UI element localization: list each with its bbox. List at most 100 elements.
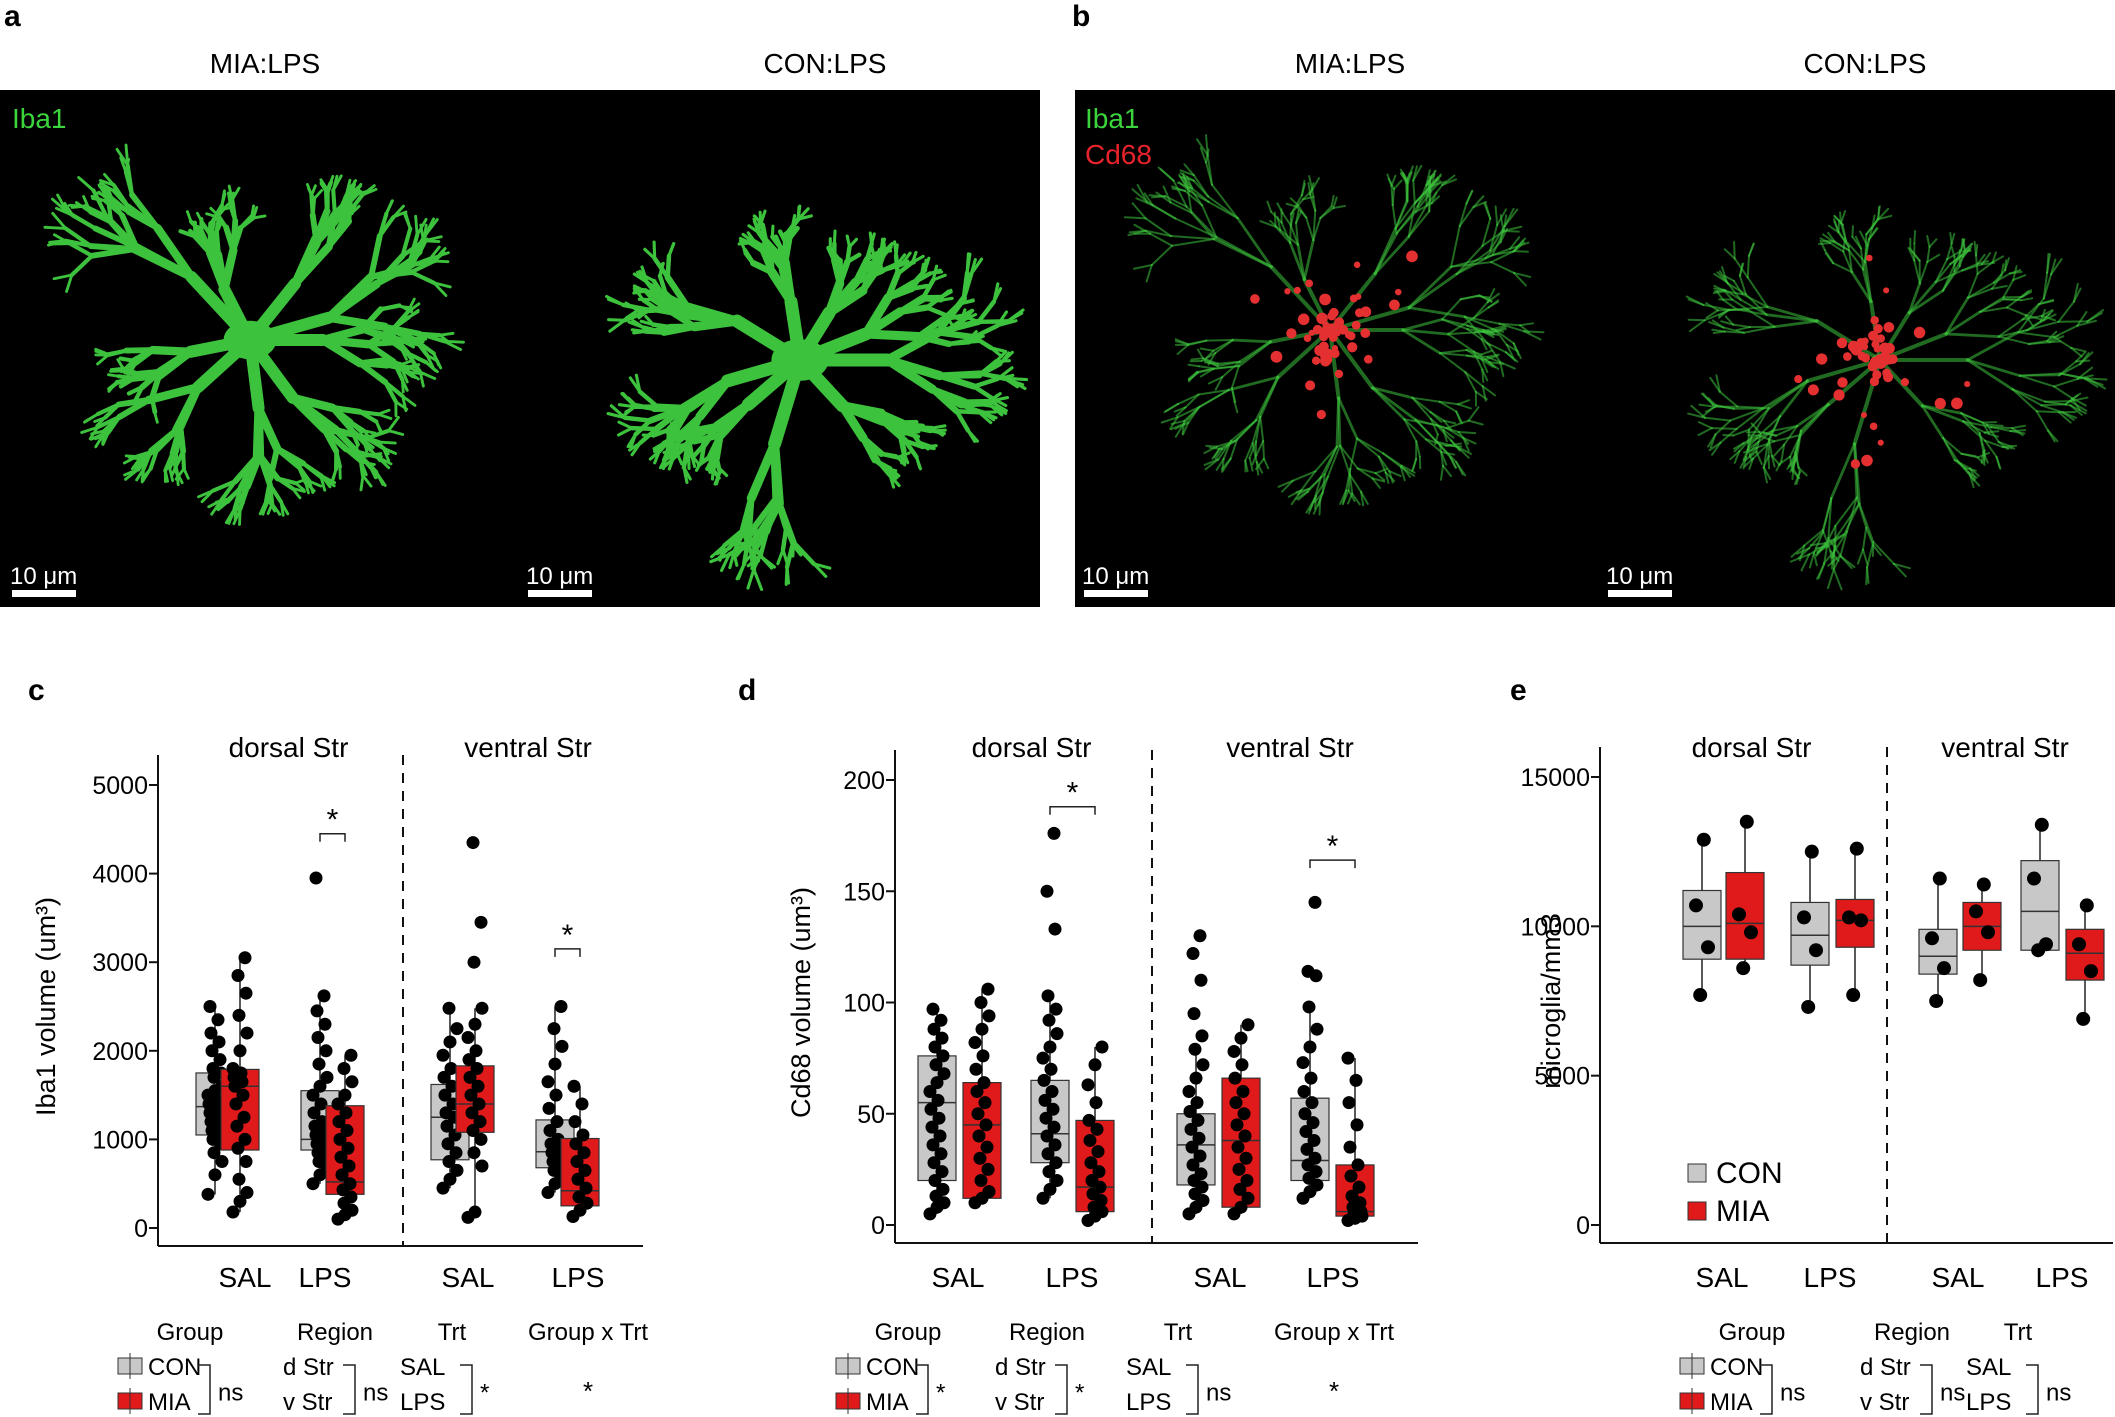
microglia-process	[1255, 440, 1265, 457]
microglia-process	[364, 454, 383, 458]
data-point	[465, 1106, 479, 1120]
microglia-process	[387, 429, 405, 436]
data-point	[1299, 1125, 1313, 1139]
stats-bracket	[916, 1364, 929, 1415]
microglia-process	[359, 460, 376, 467]
chart-d-stats-table: Group CON MIA * Region d Str v Str * Trt SAL LPS ns…	[835, 1319, 1394, 1416]
microglia-process	[106, 348, 129, 358]
microglia-process	[2050, 258, 2057, 276]
data-point	[436, 1181, 450, 1195]
data-point	[1304, 1071, 1318, 1085]
data-point	[238, 1132, 252, 1146]
data-point	[549, 1088, 563, 1102]
microglia-process	[1190, 357, 1204, 361]
panel-b-left-scale-bar	[1084, 590, 1148, 597]
microglia-process	[418, 370, 437, 381]
microglia-process	[1438, 352, 1467, 374]
microglia-process	[1799, 403, 1830, 437]
microglia-process	[1481, 385, 1496, 397]
microglia-process	[80, 425, 99, 434]
microglia-process	[1395, 210, 1417, 235]
microglia-process	[1907, 281, 1922, 315]
data-point	[342, 1159, 356, 1173]
stats-result: *	[1075, 1380, 1084, 1407]
microglia-process	[97, 190, 112, 203]
data-point	[445, 1079, 459, 1093]
microglia-process	[1288, 241, 1306, 281]
microglia-process	[915, 316, 946, 340]
data-point	[1042, 1165, 1056, 1179]
data-point	[1301, 964, 1315, 978]
microglia-process	[1221, 360, 1241, 379]
data-point	[926, 1138, 940, 1152]
cd68-puncta	[1868, 330, 1879, 341]
microglia-process	[1415, 440, 1421, 458]
microglia-process	[1280, 221, 1292, 244]
microglia-process	[1504, 351, 1517, 362]
microglia-process	[684, 413, 704, 448]
stats-result: ns	[1780, 1380, 1805, 1407]
microglia-process	[1709, 376, 1721, 393]
microglia-process	[1715, 374, 1721, 393]
microglia-process	[628, 441, 643, 452]
data-point	[1232, 1162, 1246, 1176]
microglia-process	[2086, 312, 2103, 323]
microglia-process	[629, 425, 659, 432]
data-point	[570, 1155, 584, 1169]
microglia-process	[622, 307, 653, 323]
microglia-process	[361, 474, 373, 488]
microglia-process	[1967, 471, 1976, 482]
microglia-process	[2057, 411, 2072, 424]
microglia-process	[642, 329, 667, 335]
microglia-process	[735, 562, 746, 581]
microglia-process	[929, 428, 947, 433]
microglia-process	[135, 467, 146, 482]
microglia-process	[634, 403, 657, 412]
microglia-soma	[223, 320, 277, 360]
microglia-process	[607, 318, 627, 322]
microglia-process	[1486, 342, 1502, 364]
data-point	[238, 951, 252, 965]
data-point	[1191, 1113, 1205, 1127]
data-point	[306, 1088, 320, 1102]
data-point	[1969, 904, 1983, 919]
data-point	[1932, 871, 1947, 886]
x-tick-label: SAL	[1932, 1262, 1985, 1293]
data-point	[1937, 961, 1951, 976]
microglia-process	[2076, 366, 2094, 380]
microglia-process	[632, 284, 647, 293]
microglia-process	[1723, 330, 1745, 334]
microglia-process	[359, 460, 368, 477]
data-point	[926, 1002, 940, 1016]
microglia-process	[1747, 242, 1755, 257]
microglia-process	[182, 467, 190, 480]
microglia-process	[1458, 206, 1475, 228]
microglia-process	[616, 426, 634, 437]
microglia-process	[133, 385, 145, 402]
microglia-process	[664, 450, 678, 462]
cd68-puncta	[1316, 409, 1326, 420]
data-point	[318, 1017, 332, 1031]
stats-factor-level: LPS	[400, 1389, 445, 1416]
region-title: dorsal Str	[1692, 732, 1812, 763]
microglia-process	[706, 431, 724, 460]
microglia-process	[83, 204, 109, 219]
cd68-puncta	[1328, 333, 1338, 342]
microglia-process	[746, 567, 756, 590]
x-tick-label: SAL	[1696, 1262, 1749, 1293]
microglia-process	[403, 256, 433, 271]
microglia-process	[752, 494, 781, 530]
microglia-process	[350, 201, 358, 215]
microglia-process	[630, 328, 647, 334]
data-point	[1091, 1145, 1105, 1159]
stats-factor-level: LPS	[1966, 1389, 2011, 1416]
microglia-process	[1255, 457, 1265, 471]
microglia-process	[1270, 210, 1283, 224]
microglia-process	[238, 215, 256, 231]
data-point	[312, 1057, 326, 1071]
legend-swatch-mia	[1687, 1201, 1707, 1221]
microglia-process	[1162, 185, 1172, 204]
microglia-process	[1203, 360, 1219, 367]
y-axis-title: Iba1 volume (um³)	[31, 897, 61, 1116]
cd68-puncta	[1286, 328, 1297, 339]
